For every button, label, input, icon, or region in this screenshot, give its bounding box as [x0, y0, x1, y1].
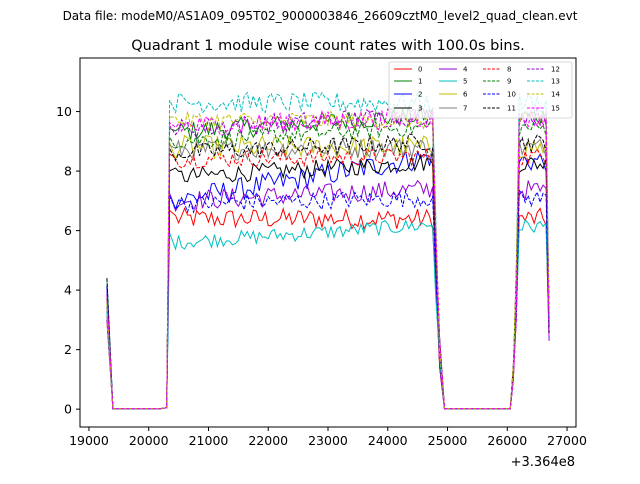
y-tick-label: 2	[64, 342, 72, 357]
legend-label-3: 3	[418, 105, 422, 113]
legend-label-7: 7	[463, 105, 467, 113]
legend-label-13: 13	[551, 78, 560, 86]
series-line-10	[106, 188, 550, 410]
series-line-6	[106, 134, 550, 410]
series-line-8	[106, 146, 550, 410]
series-line-7	[106, 137, 550, 410]
series-line-11	[106, 133, 550, 410]
x-tick-label: 19000	[69, 433, 109, 448]
legend-label-8: 8	[507, 66, 511, 74]
legend-label-10: 10	[507, 91, 516, 99]
x-tick-label: 26000	[487, 433, 527, 448]
y-tick-label: 6	[64, 223, 72, 238]
y-tick-label: 0	[64, 402, 72, 417]
legend-label-14: 14	[551, 91, 560, 99]
x-tick-label: 22000	[248, 433, 288, 448]
series-line-2	[106, 148, 550, 410]
series-line-14	[106, 109, 550, 410]
legend-label-2: 2	[418, 91, 422, 99]
x-tick-label: 23000	[308, 433, 348, 448]
suptitle: Data file: modeM0/AS1A09_095T02_90000038…	[63, 9, 578, 23]
x-tick-label: 27000	[547, 433, 587, 448]
y-tick-label: 4	[64, 283, 72, 298]
legend-label-12: 12	[551, 66, 560, 74]
x-axis: 19000 20000 21000 22000 23000 24000 25000 26000…	[69, 427, 587, 448]
legend-label-15: 15	[551, 105, 560, 113]
series-line-4	[106, 179, 550, 410]
chart-title: Quadrant 1 module wise count rates with …	[131, 38, 525, 54]
legend-label-0: 0	[418, 66, 422, 74]
legend-label-4: 4	[463, 66, 468, 74]
x-tick-label: 24000	[368, 433, 408, 448]
x-tick-label: 20000	[129, 433, 169, 448]
series-line-3	[106, 153, 550, 410]
legend-label-1: 1	[418, 78, 422, 86]
plot-lines	[106, 91, 550, 410]
y-tick-label: 8	[64, 164, 72, 179]
legend-label-11: 11	[507, 105, 516, 113]
legend-label-9: 9	[507, 78, 511, 86]
x-offset-label: +3.364e8	[511, 455, 575, 470]
series-line-13	[106, 91, 550, 410]
legend-label-5: 5	[463, 78, 467, 86]
x-tick-label: 25000	[428, 433, 468, 448]
legend-box	[388, 61, 573, 119]
legend-label-6: 6	[463, 91, 468, 99]
x-tick-label: 21000	[189, 433, 229, 448]
series-line-5	[106, 218, 550, 410]
series-line-15	[106, 108, 550, 410]
y-axis: 0 2 4 6 8 10	[56, 104, 80, 417]
y-tick-label: 10	[56, 104, 72, 119]
